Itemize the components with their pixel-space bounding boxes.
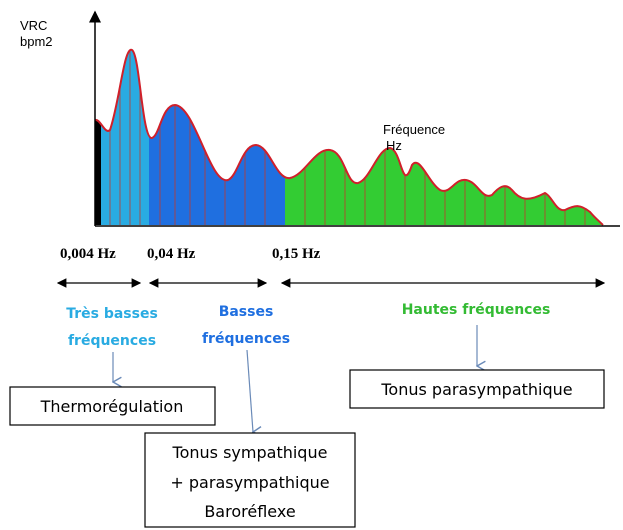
spectrum-outline [94,48,604,226]
box [349,369,605,409]
box-text: Tonus sympathique [172,443,328,462]
box-text: Baroréflexe [204,502,295,521]
connector-arrows [113,325,477,432]
box-text: Tonus parasympathique [380,380,572,399]
y-label: VRC [20,18,47,33]
box-text: + parasympathique [170,473,329,492]
tick-label: 0,15 Hz [272,246,321,262]
y-label: bpm2 [20,34,53,49]
tick-label: 0,004 Hz [60,246,116,262]
box-text: Thermorégulation [40,397,184,416]
band-label: Hautes fréquences [402,302,551,318]
x-label: Fréquence [383,122,445,137]
tick-label: 0,04 Hz [147,246,196,262]
band-label: Très basses [66,306,158,322]
spectrum [95,49,603,225]
band-label: Basses [219,304,274,320]
box [9,386,216,426]
band-label: fréquences [68,333,156,349]
band-label: fréquences [202,331,290,347]
x-label: Hz [386,138,402,153]
box [144,432,356,528]
